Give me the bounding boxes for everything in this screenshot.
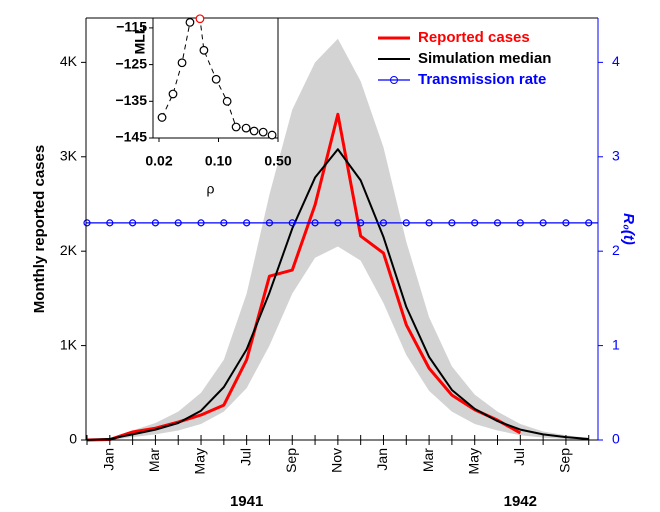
x-tick-label: Jul bbox=[511, 448, 527, 466]
x-tick-label: Nov bbox=[329, 448, 345, 473]
series-marker bbox=[334, 219, 342, 227]
y2-axis-label: R₀(t) bbox=[620, 213, 637, 245]
inset-x-tick-label: 0.50 bbox=[264, 153, 291, 169]
series-line bbox=[86, 148, 589, 441]
y-tick-label: 0 bbox=[69, 431, 77, 447]
x-tick-label: May bbox=[192, 448, 208, 474]
x-tick-label: Mar bbox=[420, 448, 436, 472]
legend-label: Reported cases bbox=[418, 29, 530, 46]
series-marker bbox=[562, 219, 570, 227]
x-tick-label: Jul bbox=[237, 448, 253, 466]
series-line bbox=[86, 112, 522, 442]
series-marker bbox=[493, 219, 502, 227]
series-marker bbox=[539, 219, 547, 227]
legend-marker bbox=[390, 76, 398, 84]
legend-label: Transmission rate bbox=[418, 71, 546, 88]
x-tick-label: Sep bbox=[557, 448, 573, 473]
x-tick-label: May bbox=[465, 448, 481, 474]
series-marker bbox=[220, 219, 228, 227]
series-marker bbox=[425, 219, 433, 227]
y-axis-label: Monthly reported cases bbox=[31, 145, 48, 313]
inset-point bbox=[258, 127, 268, 137]
series-marker bbox=[151, 219, 160, 227]
series-marker bbox=[402, 219, 410, 227]
series-marker bbox=[83, 219, 91, 227]
inset-point bbox=[177, 58, 187, 68]
inset-point bbox=[241, 123, 251, 133]
inset-x-tick-label: 0.02 bbox=[145, 153, 172, 169]
inset-point bbox=[231, 122, 241, 132]
series-marker bbox=[471, 219, 479, 227]
series-marker bbox=[265, 219, 274, 227]
x-tick-label: Sep bbox=[283, 448, 299, 473]
series-marker bbox=[197, 219, 205, 227]
y-tick-label: 3K bbox=[60, 147, 78, 163]
inset-point bbox=[267, 130, 277, 140]
series-marker bbox=[379, 219, 388, 227]
series-marker bbox=[106, 219, 114, 227]
inset-x-label: ρ bbox=[207, 181, 215, 197]
inset-y-tick-label: −145 bbox=[115, 129, 147, 145]
series-marker bbox=[585, 219, 593, 227]
series-marker bbox=[174, 219, 182, 227]
y2-tick-label: 2 bbox=[612, 242, 620, 258]
y-tick-label: 1K bbox=[60, 336, 78, 352]
series-marker bbox=[288, 219, 296, 227]
y2-tick-label: 0 bbox=[612, 431, 620, 447]
y-tick-label: 2K bbox=[60, 242, 78, 258]
inset-point bbox=[185, 18, 195, 27]
simulation-band bbox=[87, 38, 589, 441]
y-tick-label: 4K bbox=[60, 53, 78, 69]
inset-x-tick-label: 0.10 bbox=[205, 153, 232, 169]
series-marker bbox=[129, 219, 137, 227]
series-marker bbox=[448, 219, 456, 227]
year-label: 1941 bbox=[230, 493, 263, 510]
inset-point bbox=[157, 113, 167, 122]
inset-point bbox=[249, 126, 259, 136]
y2-tick-label: 3 bbox=[612, 147, 620, 163]
inset-point bbox=[222, 96, 232, 106]
x-tick-label: Jan bbox=[374, 448, 390, 471]
series-marker bbox=[243, 219, 251, 227]
year-label: 1942 bbox=[504, 493, 537, 510]
series-marker bbox=[357, 219, 365, 227]
inset-point bbox=[211, 74, 221, 84]
inset-point bbox=[195, 14, 205, 24]
x-tick-label: Jan bbox=[101, 448, 117, 471]
inset-y-tick-label: −115 bbox=[116, 19, 147, 35]
y2-tick-label: 4 bbox=[612, 53, 620, 69]
inset-point bbox=[199, 45, 209, 55]
series-marker bbox=[311, 219, 319, 227]
inset-y-label: MLL bbox=[132, 25, 148, 54]
y2-tick-label: 1 bbox=[612, 336, 620, 352]
x-tick-label: Mar bbox=[146, 448, 162, 472]
series-marker bbox=[516, 219, 524, 227]
inset-y-tick-label: −135 bbox=[115, 92, 147, 108]
inset-point bbox=[168, 89, 178, 99]
legend-label: Simulation median bbox=[418, 50, 551, 67]
inset-y-tick-label: −125 bbox=[115, 55, 147, 71]
